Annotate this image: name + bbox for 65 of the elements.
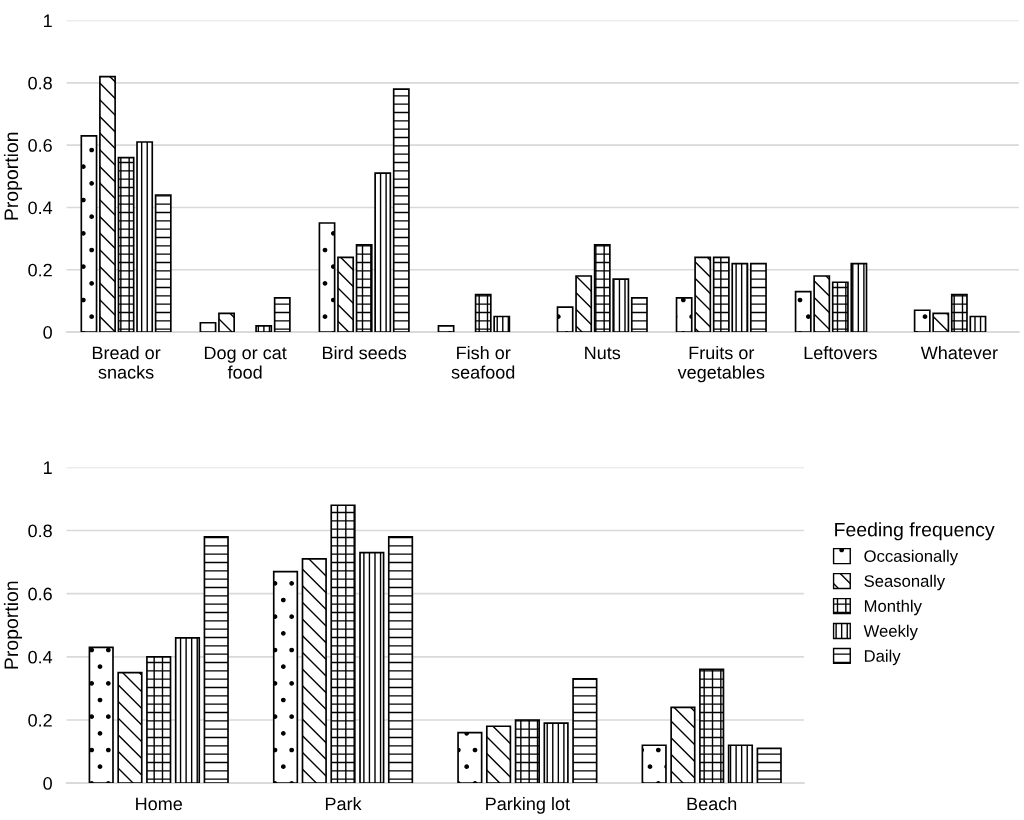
legend-label: Daily (864, 649, 901, 666)
bar (359, 551, 385, 784)
bar (485, 725, 512, 784)
bar (756, 747, 782, 784)
x-tick-label: Parking lot (486, 796, 570, 814)
bar (387, 536, 414, 784)
bar (318, 222, 336, 333)
bar (437, 325, 455, 333)
y-axis-title: Proportion (3, 581, 23, 669)
bar (203, 536, 229, 784)
y-tick-label: 0.8 (28, 524, 52, 538)
bar (749, 262, 767, 333)
x-tick-label: Bread or snacks (92, 345, 161, 379)
bar (641, 744, 667, 784)
bar (174, 637, 201, 784)
y-tick-label: 0.6 (28, 139, 52, 152)
bar (272, 570, 299, 784)
x-tick-label: Beach (687, 796, 737, 811)
y-tick-label: 0.4 (28, 201, 53, 215)
y-tick-label: 0 (43, 777, 52, 790)
bar (255, 325, 273, 333)
x-tick-label: Bird seeds (322, 345, 407, 360)
bar (154, 194, 172, 333)
x-tick-label: Leftovers (804, 346, 877, 360)
y-tick-label: 0.8 (28, 76, 52, 90)
bar (543, 722, 569, 784)
x-tick-label: Whatever (920, 345, 998, 360)
bar (699, 668, 725, 784)
bar (457, 731, 483, 784)
legend-label: Weekly (863, 624, 918, 641)
x-tick-label: Dog or cat food (204, 346, 287, 379)
bar (514, 719, 540, 784)
bar (670, 706, 696, 784)
y-tick-label: 0.2 (28, 713, 52, 727)
bar (301, 558, 327, 784)
bar (146, 655, 172, 784)
bar (99, 75, 116, 333)
bar (392, 88, 410, 333)
y-axis-title: Proportion (3, 132, 23, 220)
bar (117, 671, 143, 784)
legend-label: Monthly (864, 599, 922, 616)
x-tick-label: Nuts (585, 346, 621, 360)
y-tick-label: 0.2 (28, 263, 52, 277)
legend-label: Occasionally (864, 549, 959, 566)
bar (218, 312, 235, 333)
x-tick-label: Fruits or vegetables (677, 345, 765, 383)
y-tick-label: 0.4 (28, 650, 53, 664)
bar (88, 646, 114, 784)
bar (630, 296, 648, 333)
y-tick-label: 0 (43, 326, 52, 339)
y-tick-label: 1 (44, 14, 52, 28)
bar (337, 256, 355, 333)
y-tick-label: 0.6 (28, 587, 52, 601)
legend-title: Feeding frequency (835, 522, 995, 541)
y-tick-label: 1 (44, 461, 52, 474)
bar (80, 134, 98, 333)
bar (572, 678, 598, 784)
x-tick-label: Park (325, 796, 362, 811)
bar (727, 744, 754, 784)
legend-label: Seasonally (864, 574, 946, 591)
x-tick-label: Fish or seafood (451, 345, 515, 379)
bar (330, 504, 356, 784)
x-tick-label: Home (136, 797, 182, 811)
bar (199, 321, 217, 333)
bar (273, 296, 291, 333)
